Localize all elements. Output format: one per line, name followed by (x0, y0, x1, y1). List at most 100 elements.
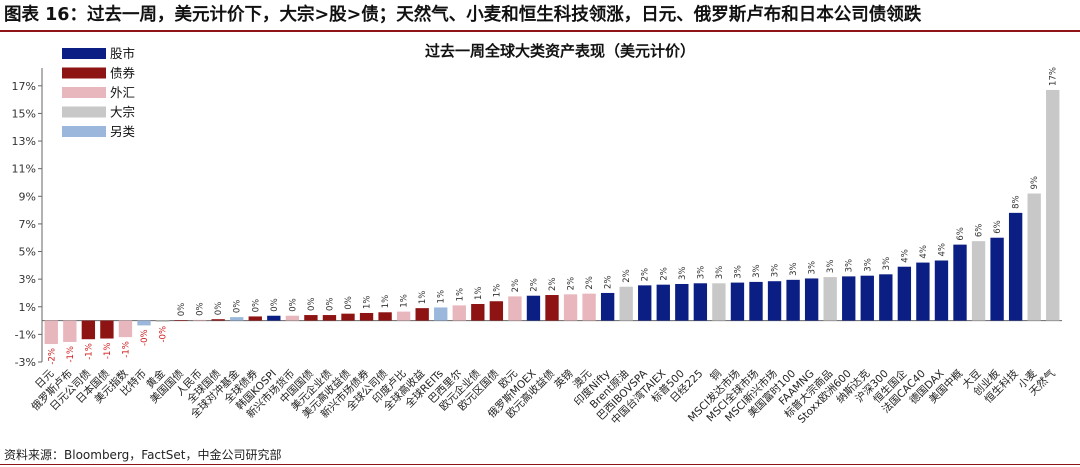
value-label: 0% (325, 298, 335, 312)
value-label: 4% (937, 243, 947, 257)
bar (693, 283, 708, 321)
bar (953, 244, 967, 321)
y-tick-label: 17% (12, 80, 36, 93)
bar (396, 311, 411, 321)
figure-title: 图表 16：过去一周，美元计价下，大宗>股>债；天然气、小麦和恒生科技领涨，日元… (4, 5, 922, 25)
legend-label: 债券 (110, 66, 136, 81)
bar (1027, 193, 1041, 321)
x-axis-labels: 日元俄罗斯卢布日元公司债日本国债美元指数比特币黄金美国国债人民币全球国债全球对冲… (29, 367, 1059, 427)
bar (378, 312, 392, 321)
bar (471, 304, 485, 321)
bar (600, 292, 615, 321)
value-label: 6% (975, 224, 985, 238)
legend-label: 大宗 (110, 105, 135, 120)
bar (545, 295, 559, 321)
bars (44, 89, 1060, 345)
bar (174, 320, 188, 321)
value-label: 0% (196, 302, 206, 316)
value-label: 4% (900, 249, 910, 263)
value-label: 2% (511, 279, 521, 293)
value-label: -1% (84, 343, 94, 360)
value-label: 3% (752, 264, 762, 278)
value-label: 0% (307, 298, 317, 312)
legend-swatch (62, 126, 106, 137)
bar (341, 313, 355, 321)
bar (304, 315, 318, 321)
bar (712, 283, 726, 321)
y-tick-label: 3% (19, 273, 36, 286)
legend-swatch (62, 87, 106, 98)
value-label: 1% (492, 284, 502, 298)
value-label: 0% (251, 299, 261, 313)
value-label: 1% (474, 287, 484, 301)
bar (749, 281, 763, 321)
bar (359, 312, 374, 321)
value-label: 3% (715, 266, 725, 280)
value-label: 3% (771, 264, 781, 278)
value-label: 6% (956, 227, 966, 241)
y-tick-label: 11% (12, 163, 36, 176)
value-label: 9% (1030, 176, 1040, 190)
value-label: 2% (641, 268, 651, 282)
value-label: 2% (567, 277, 577, 291)
value-label: 1% (363, 295, 373, 309)
bar (100, 320, 114, 339)
value-label: 3% (808, 261, 818, 275)
value-label: 3% (696, 266, 706, 280)
value-labels: -2% -1% -1% -1% -1% -0% -0% 0% 0% 0% 0% 0% 0% 0% 0% 0% 0… (47, 67, 1058, 365)
category-label: 英镑 (552, 367, 576, 391)
y-tick-label: 5% (19, 246, 36, 259)
value-label: 17% (1049, 67, 1059, 86)
bar (211, 319, 225, 321)
bar (1046, 89, 1060, 321)
bar (63, 320, 77, 342)
value-label: 2% (622, 269, 632, 283)
legend-label: 外汇 (110, 85, 135, 100)
bar (897, 266, 912, 321)
bar (118, 320, 133, 338)
value-label: 3% (733, 265, 743, 279)
value-label: 1% (381, 295, 391, 309)
value-label: 2% (604, 275, 614, 289)
bottom-rule (0, 464, 1080, 465)
legend-swatch (62, 48, 106, 59)
bar (675, 283, 689, 321)
bar (990, 237, 1004, 321)
value-label: 4% (919, 245, 929, 258)
source-note: 资料来源：Bloomberg，FactSet，中金公司研究部 (4, 448, 282, 462)
bar (285, 315, 300, 321)
bar (192, 319, 207, 321)
value-label: 0% (214, 302, 224, 316)
bar (44, 320, 58, 345)
y-tick-label: 7% (19, 218, 36, 231)
bar (860, 275, 874, 321)
value-label: 1% (455, 288, 465, 302)
value-label: 3% (882, 257, 892, 271)
bar (619, 286, 633, 321)
value-label: 2% (548, 278, 558, 292)
value-label: 2% (585, 276, 595, 290)
legend-label: 另类 (110, 124, 136, 139)
bar (656, 284, 670, 321)
y-tick-label: 9% (19, 190, 36, 203)
value-label: 8% (1012, 195, 1022, 209)
bar (526, 295, 541, 321)
bar (804, 278, 819, 321)
value-label: 0% (177, 303, 187, 317)
value-label: 0% (288, 298, 298, 312)
bar (322, 315, 337, 321)
bar (1008, 212, 1023, 321)
bar (916, 262, 930, 321)
y-axis: -3% -1% 1% 3% 5% 7% 9% 11% 13% 15% 17% (12, 68, 1062, 369)
bar (823, 277, 837, 321)
title-rule (0, 30, 1080, 32)
y-tick-label: 15% (12, 107, 36, 120)
bar (415, 308, 429, 321)
bar (81, 320, 96, 340)
value-label: 3% (678, 266, 688, 280)
y-tick-label: 1% (19, 301, 36, 314)
value-label: -1% (66, 346, 76, 363)
value-label: 1% (418, 291, 428, 305)
bar (155, 320, 170, 322)
